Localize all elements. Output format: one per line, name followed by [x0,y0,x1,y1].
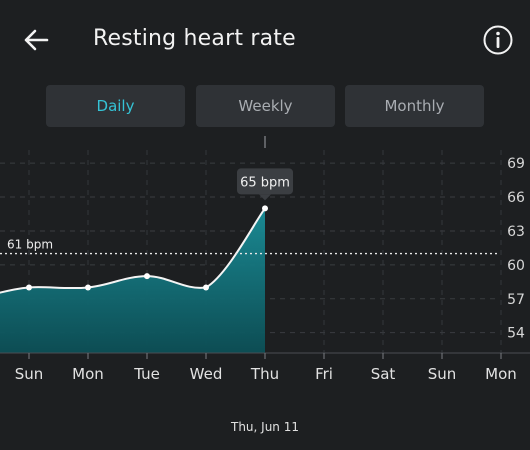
x-tick-label: Tue [133,365,160,383]
data-point[interactable] [144,273,150,280]
data-point[interactable] [203,284,209,291]
tab-weekly[interactable]: Weekly [196,85,335,127]
app-header: Resting heart rate [0,0,530,82]
tooltip-pointer [259,194,271,201]
period-tabs: Daily Weekly Monthly [0,85,530,127]
arrow-left-icon [24,29,49,51]
y-tick-label: 69 [507,156,525,172]
chart-points [26,205,268,291]
reference-line-label: 61 bpm [7,238,53,252]
x-tick-label: Wed [190,365,223,383]
x-tick-label: Mon [485,365,517,383]
chart-axes: 54 57 60 63 66 69 Sun Mon Tue Wed Thu Fri Sat Sun Mon T… [0,136,530,434]
area-fill [0,208,265,353]
x-tick-label: Fri [315,365,333,383]
tooltip-box [237,168,293,195]
data-point[interactable] [262,205,268,212]
heart-rate-chart[interactable]: 61 bpm 54 57 60 63 66 69 Sun Mon Tue Wed Thu Fri Sat… [0,136,530,450]
chart-area-layer [0,207,266,353]
x-tick-label: Thu [250,365,279,383]
info-button[interactable] [482,24,514,56]
x-tick-label: Sun [428,365,457,383]
data-point[interactable] [85,284,91,291]
page-title: Resting heart rate [93,26,296,51]
y-tick-label: 57 [507,292,525,308]
x-tick-label: Sun [15,365,44,383]
data-point[interactable] [26,284,32,291]
tab-monthly[interactable]: Monthly [345,85,484,127]
y-tick-label: 60 [507,258,525,274]
y-tick-label: 63 [507,224,525,240]
chart-tooltip: 65 bpm [237,168,293,201]
y-tick-label: 54 [507,326,525,342]
reference-line-layer: 61 bpm [0,238,498,255]
tooltip-value: 65 bpm [240,175,290,190]
back-button[interactable] [20,24,52,56]
info-circle-icon [483,25,513,55]
x-tick-label: Mon [72,365,104,383]
x-tick-label: Sat [371,365,396,383]
chart-canvas: 61 bpm 54 57 60 63 66 69 Sun Mon Tue Wed Thu Fri Sat… [0,136,530,434]
selected-date-label: Thu, Jun 11 [230,420,299,434]
y-tick-label: 66 [507,190,525,206]
tab-daily[interactable]: Daily [46,85,185,127]
